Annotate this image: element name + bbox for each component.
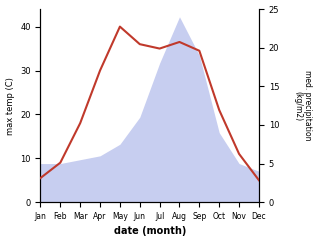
X-axis label: date (month): date (month) [114, 227, 186, 236]
Y-axis label: max temp (C): max temp (C) [5, 77, 15, 135]
Y-axis label: med. precipitation
(kg/m2): med. precipitation (kg/m2) [293, 70, 313, 141]
